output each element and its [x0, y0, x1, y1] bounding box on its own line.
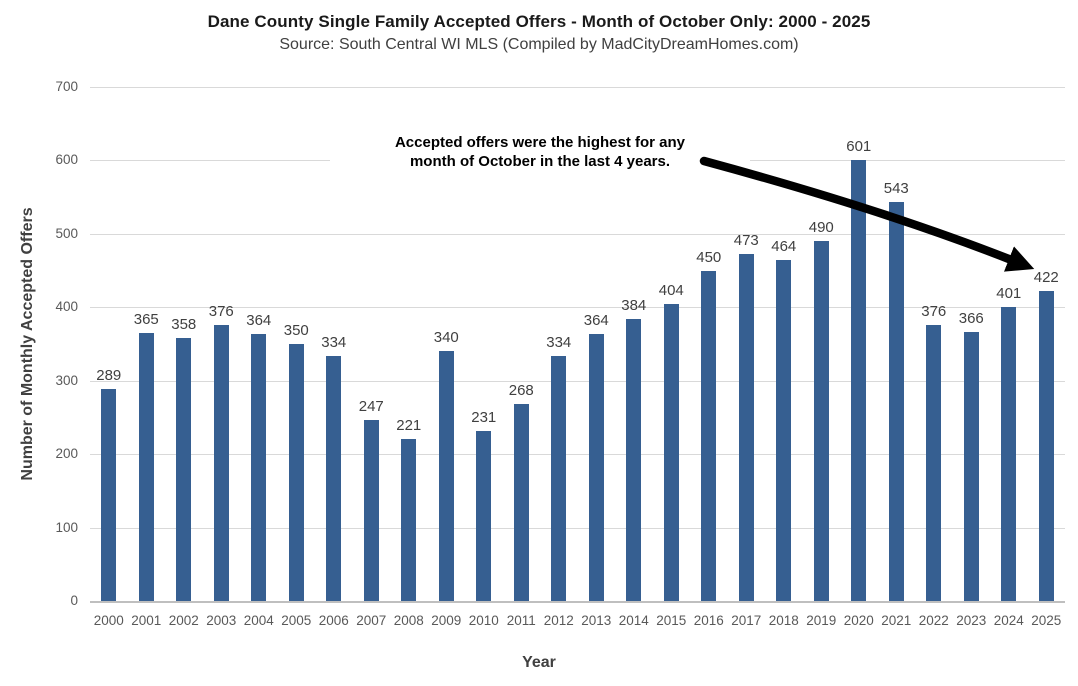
bar-2004 — [251, 333, 267, 601]
x-tick-label: 2012 — [543, 613, 574, 628]
y-tick-label: 400 — [55, 299, 78, 315]
plot-area: 289 2000 365 2001 358 2002 376 2003 364 2004 350 20… — [90, 87, 1065, 628]
x-tick-label: 2004 — [243, 613, 274, 628]
x-tick-label: 2011 — [506, 613, 536, 628]
x-axis-title: Year — [522, 654, 556, 671]
value-label-2006: 334 — [321, 333, 347, 351]
gridline — [90, 87, 1065, 88]
value-label-2018: 464 — [771, 238, 797, 256]
x-tick-label: 2013 — [581, 613, 612, 628]
bar-2020 — [851, 159, 867, 601]
value-label-2011: 268 — [508, 382, 534, 400]
y-tick-label: 700 — [55, 79, 78, 94]
x-tick-label: 2006 — [318, 613, 349, 628]
x-tick-label: 2001 — [131, 613, 162, 628]
value-label-2007: 247 — [358, 397, 384, 415]
x-tick-label: 2020 — [843, 613, 874, 628]
bar-2019 — [813, 241, 829, 601]
bar-2003 — [213, 324, 229, 601]
x-tick-label: 2024 — [993, 613, 1024, 628]
gridline — [90, 380, 1065, 382]
x-tick-label: 2022 — [918, 613, 949, 628]
value-label-2024: 401 — [996, 284, 1022, 302]
bar-2025 — [1038, 291, 1054, 601]
bar-2015 — [663, 304, 679, 601]
value-label-2021: 543 — [883, 180, 909, 198]
y-tick-label: 200 — [55, 446, 78, 462]
value-label-2003: 376 — [208, 302, 234, 320]
bar-2007 — [363, 419, 379, 601]
gridline — [90, 233, 1065, 235]
bar-2009 — [438, 351, 454, 601]
bar-2011 — [513, 404, 529, 601]
value-label-2025: 422 — [1033, 269, 1059, 287]
bar-2022 — [926, 324, 942, 601]
value-label-2012: 334 — [546, 333, 572, 351]
value-label-2015: 404 — [658, 282, 684, 300]
x-tick-label: 2009 — [431, 613, 462, 628]
x-tick-label: 2014 — [618, 613, 649, 628]
value-label-2004: 364 — [246, 311, 272, 329]
value-label-2014: 384 — [621, 297, 647, 315]
value-label-2022: 376 — [921, 302, 947, 320]
x-tick-label: 2021 — [881, 613, 912, 628]
bar-2010 — [476, 431, 492, 601]
x-tick-label: 2002 — [168, 613, 199, 628]
bar-2013 — [588, 333, 604, 601]
value-label-2023: 366 — [958, 310, 984, 328]
gridline — [90, 307, 1065, 309]
value-label-2008: 221 — [396, 416, 422, 434]
y-tick-label: 0 — [70, 593, 78, 608]
bar-2002 — [176, 338, 192, 601]
bar-2012 — [551, 355, 567, 601]
value-label-2000: 289 — [96, 366, 122, 384]
x-tick-label: 2019 — [806, 613, 837, 628]
bar-2001 — [138, 333, 154, 601]
gridline — [90, 527, 1065, 529]
y-tick-label: 500 — [55, 225, 78, 241]
y-tick-label: 100 — [55, 519, 78, 535]
bar-2017 — [738, 253, 754, 601]
value-label-2016: 450 — [696, 248, 722, 266]
value-label-2005: 350 — [283, 322, 309, 339]
value-label-2020: 601 — [846, 137, 872, 155]
x-tick-label: 2016 — [693, 613, 724, 628]
bar-2006 — [326, 355, 342, 601]
value-label-2013: 364 — [583, 311, 609, 329]
value-label-2009: 340 — [433, 329, 459, 347]
bar-2000 — [101, 388, 117, 601]
x-tick-label: 2015 — [656, 613, 687, 628]
bar-2018 — [776, 260, 792, 601]
value-label-2001: 365 — [133, 311, 159, 328]
value-label-2010: 231 — [471, 409, 497, 427]
bar-2024 — [1001, 306, 1017, 601]
x-tick-label: 2005 — [281, 613, 312, 628]
x-tick-label: 2010 — [468, 613, 499, 628]
gridline — [90, 454, 1065, 456]
chart-title: Dane County Single Family Accepted Offer… — [207, 12, 871, 31]
chart-subtitle: Source: South Central WI MLS (Compiled b… — [279, 36, 799, 53]
x-tick-label: 2003 — [206, 613, 237, 628]
bar-2005 — [288, 344, 304, 601]
x-tick-label: 2008 — [393, 613, 424, 628]
x-tick-label: 2018 — [768, 613, 799, 628]
annotation-text: Accepted offers were the highest for any… — [330, 133, 750, 171]
y-tick-label: 300 — [55, 372, 78, 388]
value-label-2019: 490 — [808, 219, 834, 237]
x-tick-label: 2017 — [731, 613, 762, 628]
bar-2008 — [401, 438, 417, 601]
bar-2016 — [701, 270, 717, 601]
x-tick-label: 2023 — [956, 613, 987, 628]
x-tick-label: 2025 — [1031, 613, 1062, 628]
x-tick-label: 2000 — [93, 613, 124, 628]
bar-2023 — [963, 332, 979, 601]
value-label-2002: 358 — [171, 316, 197, 334]
bar-2014 — [626, 319, 642, 601]
bar-2021 — [888, 202, 904, 601]
y-tick-label: 600 — [55, 152, 78, 168]
y-axis-title: Number of Monthly Accepted Offers — [19, 207, 36, 481]
x-tick-label: 2007 — [356, 613, 387, 628]
